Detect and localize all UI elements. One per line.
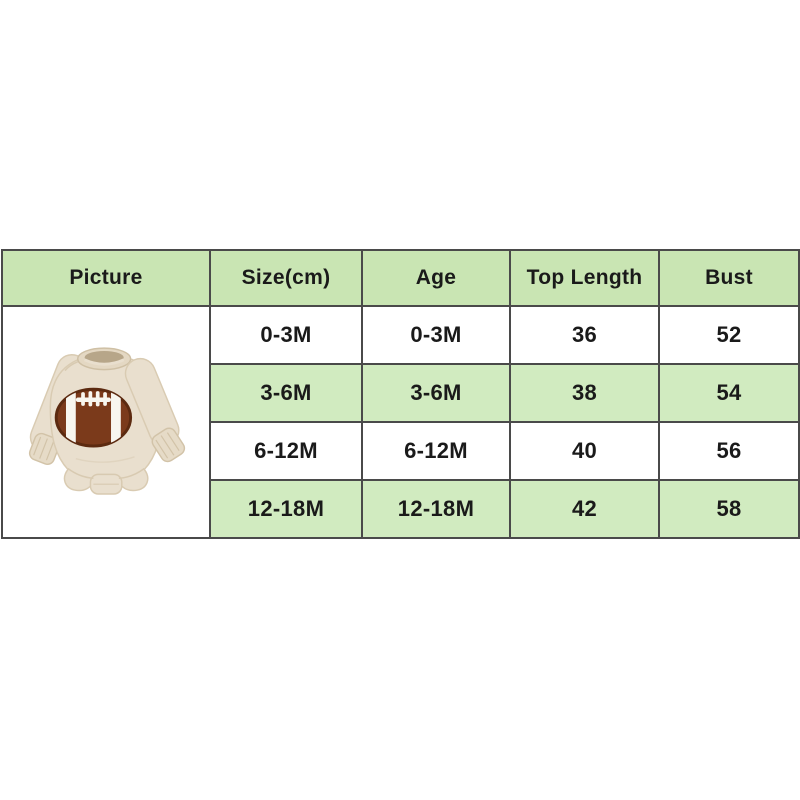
header-cell-size: Size(cm)	[209, 249, 363, 307]
header-cell-bust: Bust	[658, 249, 800, 307]
row-0-bust-cell: 52	[658, 305, 800, 365]
row-3-bust-cell: 58	[658, 479, 800, 539]
row-3-size-cell: 12-18M	[209, 479, 363, 539]
crotch-flap	[89, 473, 123, 495]
size-chart-table: Picture Size(cm) Age Top Length Bust	[1, 249, 800, 539]
football-romper-photo	[28, 346, 186, 495]
right-cuff-icon	[151, 427, 186, 462]
row-1-bust-cell: 54	[658, 363, 800, 423]
football-laces	[75, 390, 112, 406]
neckband	[77, 346, 132, 370]
row-2-top-length-cell: 40	[509, 421, 660, 481]
table-row: 3-6M 3-6M 38 54	[2, 363, 800, 423]
table-row: 0-3M 0-3M 36 52	[1, 305, 800, 539]
table-row: 12-18M 12-18M 42 58	[2, 479, 800, 539]
row-1-top-length-cell: 38	[509, 363, 660, 423]
row-0-age-cell: 0-3M	[361, 305, 511, 365]
header-row: Picture Size(cm) Age Top Length Bust	[1, 249, 800, 307]
football-icon	[54, 387, 133, 447]
picture-cell	[1, 305, 211, 539]
row-2-age-cell: 6-12M	[361, 421, 511, 481]
header-cell-top-length: Top Length	[509, 249, 660, 307]
row-1-age-cell: 3-6M	[361, 363, 511, 423]
product-photo-container	[3, 344, 207, 501]
header-cell-picture: Picture	[1, 249, 211, 307]
romper-graphic	[28, 346, 186, 495]
row-0-top-length-cell: 36	[509, 305, 660, 365]
row-0-size-cell: 0-3M	[209, 305, 363, 365]
row-2-size-cell: 6-12M	[209, 421, 363, 481]
row-3-top-length-cell: 42	[509, 479, 660, 539]
row-2-bust-cell: 56	[658, 421, 800, 481]
left-cuff-icon	[28, 432, 60, 465]
header-cell-age: Age	[361, 249, 511, 307]
row-3-age-cell: 12-18M	[361, 479, 511, 539]
table-row: 6-12M 6-12M 40 56	[2, 421, 800, 481]
row-1-size-cell: 3-6M	[209, 363, 363, 423]
